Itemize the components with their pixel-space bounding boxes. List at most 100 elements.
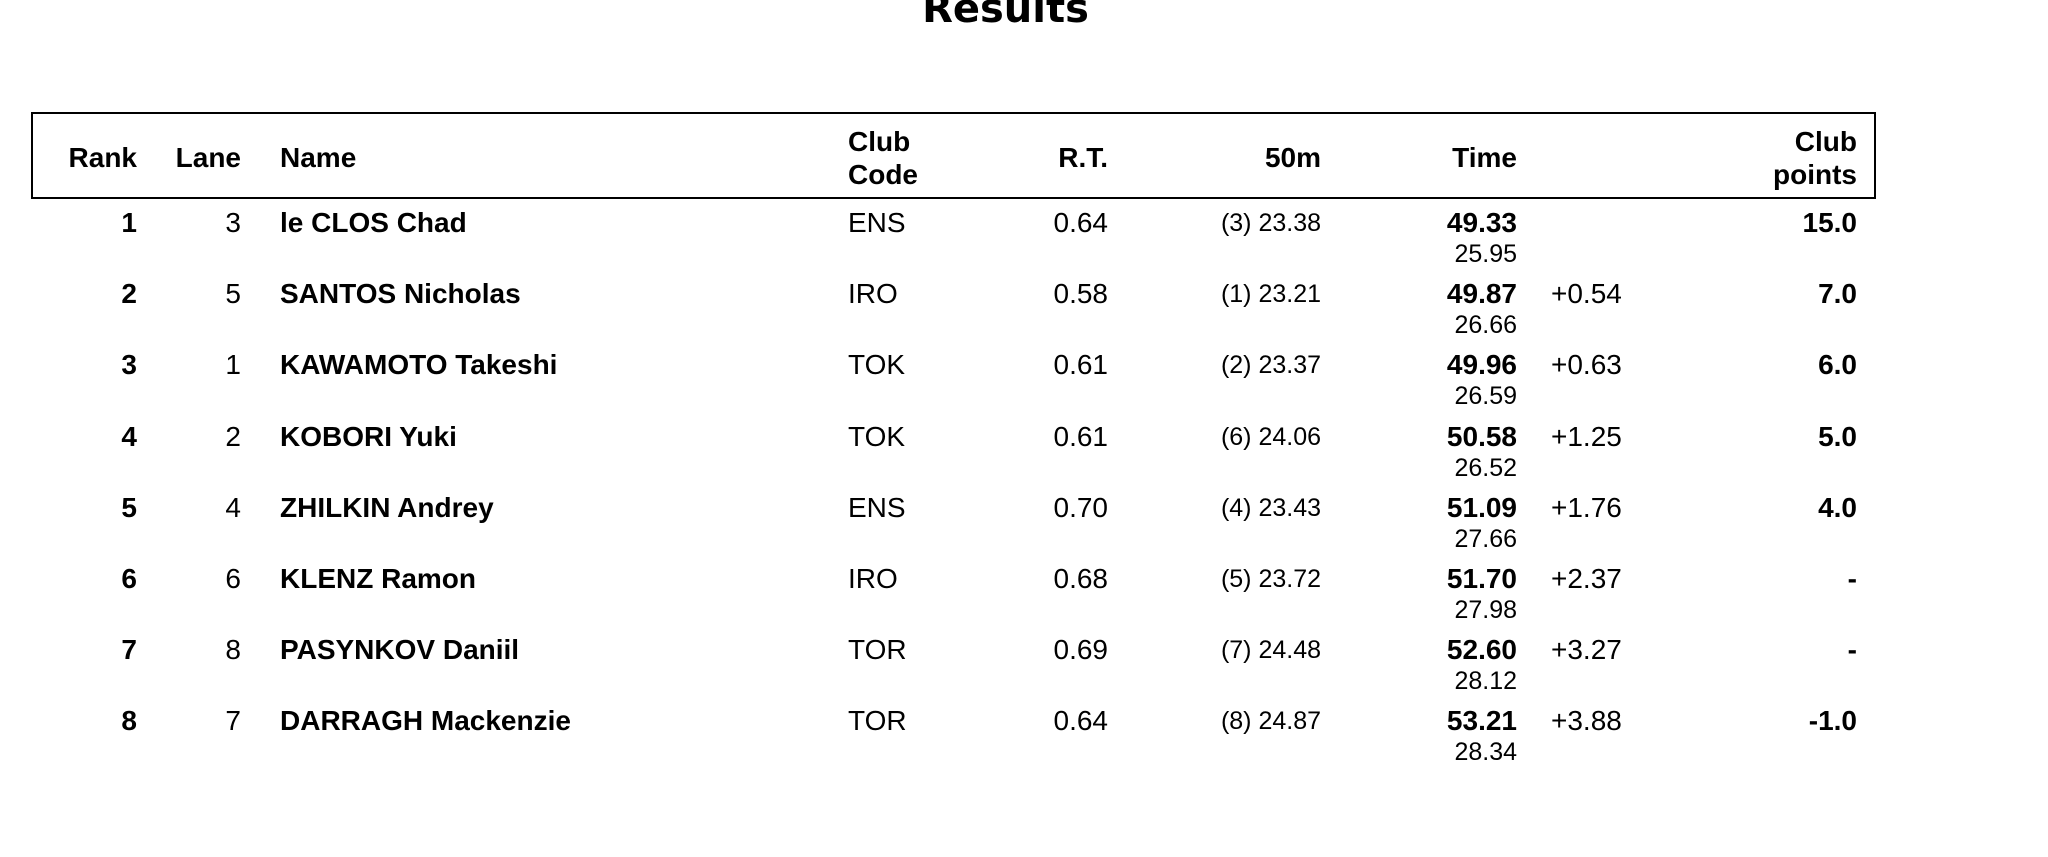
time-behind-cell: +1.25: [1551, 421, 1622, 452]
header-club-code-line1: Club: [848, 126, 911, 157]
reaction-time-cell: 0.69: [1053, 634, 1109, 665]
lane-cell: 2: [225, 421, 241, 452]
club-code-cell: TOR: [848, 634, 907, 665]
lane-cell: 4: [225, 492, 241, 523]
time-cell: 49.96: [1446, 349, 1517, 380]
swimmer-name: le CLOS Chad: [280, 207, 467, 238]
club-points-cell: 5.0: [1818, 421, 1857, 452]
club-code-cell: ENS: [848, 492, 906, 523]
swimmer-name: KLENZ Ramon: [280, 563, 476, 594]
header-club-code: Club Code: [848, 125, 968, 191]
header-50m: 50m: [1264, 142, 1321, 173]
rank-cell: 3: [121, 349, 137, 380]
lane-cell: 7: [225, 705, 241, 736]
reaction-time-cell: 0.58: [1053, 278, 1109, 309]
club-points-cell: -1.0: [1808, 705, 1857, 736]
result-row: 5 4 ZHILKIN Andrey ENS 0.70 (4) 23.43 51…: [0, 491, 2048, 562]
time-behind-cell: +0.54: [1551, 278, 1622, 309]
rank-cell: 4: [121, 421, 137, 452]
time-behind-cell: +0.63: [1551, 349, 1622, 380]
reaction-time-cell: 0.70: [1053, 492, 1109, 523]
split-50m-cell: (7) 24.48: [1220, 636, 1321, 664]
second-split-cell: 27.66: [1454, 525, 1517, 553]
club-points-cell: 15.0: [1802, 207, 1858, 238]
results-header: [31, 112, 1876, 199]
swimmer-name: PASYNKOV Daniil: [280, 634, 520, 665]
club-code-cell: TOK: [848, 421, 906, 452]
club-points-cell: 4.0: [1818, 492, 1857, 523]
header-name: Name: [280, 142, 357, 173]
second-split-cell: 25.95: [1454, 240, 1517, 268]
time-cell: 53.21: [1446, 705, 1517, 736]
split-50m-cell: (5) 23.72: [1220, 565, 1321, 593]
time-cell: 50.58: [1446, 421, 1517, 452]
time-behind-cell: +2.37: [1551, 563, 1622, 594]
header-rank: Rank: [68, 142, 137, 173]
rank-cell: 8: [121, 705, 137, 736]
second-split-cell: 28.12: [1454, 667, 1517, 695]
time-behind-cell: +3.88: [1551, 705, 1622, 736]
lane-cell: 8: [225, 634, 241, 665]
time-cell: 49.87: [1446, 278, 1517, 309]
second-split-cell: 26.59: [1454, 382, 1517, 410]
swimmer-name: KOBORI Yuki: [280, 421, 457, 452]
second-split-cell: 28.34: [1454, 738, 1517, 766]
club-code-cell: TOR: [848, 705, 907, 736]
header-club-code-line2: Code: [848, 159, 918, 190]
club-points-cell: -: [1847, 563, 1857, 594]
club-points-cell: -: [1847, 634, 1857, 665]
lane-cell: 3: [225, 207, 241, 238]
club-points-cell: 7.0: [1818, 278, 1857, 309]
lane-cell: 1: [225, 349, 241, 380]
club-code-cell: IRO: [848, 563, 898, 594]
header-club-points-line2: points: [1773, 159, 1857, 190]
time-behind-cell: +1.76: [1551, 492, 1622, 523]
second-split-cell: 26.52: [1454, 454, 1517, 482]
result-row: 3 1 KAWAMOTO Takeshi TOK 0.61 (2) 23.37 …: [0, 348, 2048, 419]
reaction-time-cell: 0.61: [1053, 421, 1109, 452]
lane-cell: 5: [225, 278, 241, 309]
split-50m-cell: (8) 24.87: [1220, 707, 1321, 735]
reaction-time-cell: 0.64: [1053, 705, 1109, 736]
split-50m-cell: (1) 23.21: [1220, 280, 1321, 308]
time-behind-cell: +3.27: [1551, 634, 1622, 665]
swimmer-name: SANTOS Nicholas: [280, 278, 521, 309]
result-row: 6 6 KLENZ Ramon IRO 0.68 (5) 23.72 51.70…: [0, 562, 2048, 633]
second-split-cell: 27.98: [1454, 596, 1517, 624]
swimmer-name: KAWAMOTO Takeshi: [280, 349, 558, 380]
header-time: Time: [1452, 142, 1517, 173]
rank-cell: 2: [121, 278, 137, 309]
club-code-cell: ENS: [848, 207, 906, 238]
header-club-points-line1: Club: [1794, 126, 1857, 157]
rank-cell: 6: [121, 563, 137, 594]
split-50m-cell: (2) 23.37: [1220, 351, 1321, 379]
split-50m-cell: (6) 24.06: [1220, 423, 1321, 451]
time-cell: 52.60: [1446, 634, 1517, 665]
result-row: 7 8 PASYNKOV Daniil TOR 0.69 (7) 24.48 5…: [0, 633, 2048, 704]
swimmer-name: DARRAGH Mackenzie: [280, 705, 571, 736]
header-rt: R.T.: [1058, 142, 1108, 173]
time-cell: 51.09: [1446, 492, 1517, 523]
page-title: Results: [922, 0, 1089, 32]
time-cell: 49.33: [1446, 207, 1517, 238]
reaction-time-cell: 0.68: [1053, 563, 1109, 594]
club-code-cell: IRO: [848, 278, 898, 309]
result-row: 1 3 le CLOS Chad ENS 0.64 (3) 23.38 49.3…: [0, 206, 2048, 277]
rank-cell: 7: [121, 634, 137, 665]
split-50m-cell: (3) 23.38: [1220, 209, 1321, 237]
reaction-time-cell: 0.61: [1053, 349, 1109, 380]
lane-cell: 6: [225, 563, 241, 594]
club-points-cell: 6.0: [1818, 349, 1857, 380]
reaction-time-cell: 0.64: [1053, 207, 1109, 238]
result-row: 8 7 DARRAGH Mackenzie TOR 0.64 (8) 24.87…: [0, 704, 2048, 775]
header-club-points: Club points: [1700, 125, 1857, 191]
rank-cell: 1: [121, 207, 137, 238]
split-50m-cell: (4) 23.43: [1220, 494, 1321, 522]
result-row: 4 2 KOBORI Yuki TOK 0.61 (6) 24.06 50.58…: [0, 420, 2048, 491]
time-cell: 51.70: [1446, 563, 1517, 594]
result-row: 2 5 SANTOS Nicholas IRO 0.58 (1) 23.21 4…: [0, 277, 2048, 348]
rank-cell: 5: [121, 492, 137, 523]
club-code-cell: TOK: [848, 349, 906, 380]
swimmer-name: ZHILKIN Andrey: [280, 492, 494, 523]
header-lane: Lane: [175, 142, 241, 173]
